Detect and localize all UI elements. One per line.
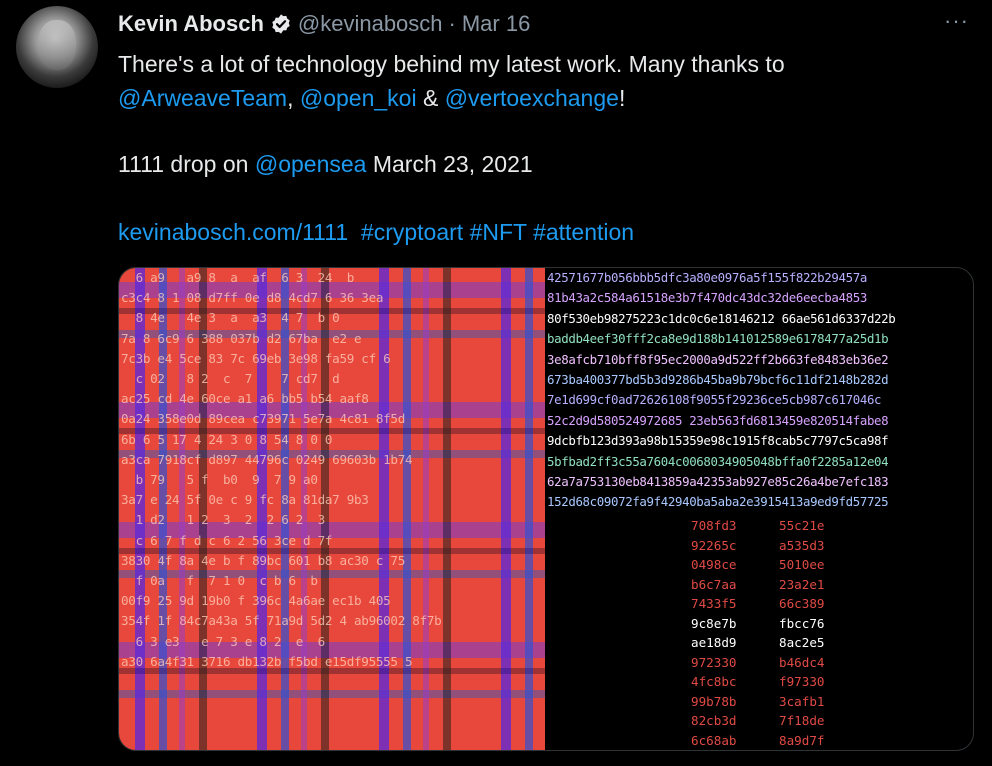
artwork-hex-row: a30 6a4f31 3716 db132b f5bd e15df95555 5 — [121, 653, 413, 669]
hex-row: 7e1d699cf0ad72626108f9055f29236ce5cb987c… — [547, 392, 882, 408]
hex-row: 80f530eb98275223c1dc0c6e18146212 66ae561… — [547, 310, 896, 326]
hex-cell: d82f10 — [691, 750, 737, 751]
hex-cell: 92265c — [691, 537, 737, 553]
hex-cell: 82cb3d — [691, 713, 737, 728]
hex-row: 152d68c09072fa9f42940ba5aba2e3915413a9ed… — [547, 494, 889, 510]
artwork-hex-row: 354f 1f 84c7a43a 5f 71a9d 5d2 4 ab96002 … — [121, 613, 442, 629]
tweet-text-line-3: 1111 drop on @opensea March 23, 2021 — [118, 148, 533, 180]
hashtag-cryptoart[interactable]: #cryptoart — [360, 219, 464, 245]
hex-cell: b6c7aa — [691, 576, 737, 592]
hex-cell: 99b78b — [691, 693, 737, 709]
avatar-face — [38, 20, 76, 70]
artwork-hex-row: 0a24 358e0d 89cea c73971 5e7a 4c81 8f5d — [121, 411, 406, 427]
artwork-hex-row: 3a7 e 24 5f 0e c 9 fc 8a 81da7 9b3 — [121, 492, 369, 508]
hex-cell: 7433f5 — [691, 596, 737, 611]
hex-cell: a535d3 — [779, 537, 825, 553]
hex-cell: 7f18de — [779, 713, 825, 728]
hex-cell: f97330 — [779, 674, 825, 689]
hex-cell: 23a2e1 — [779, 576, 825, 592]
hex-cell: ae18d9 — [691, 635, 737, 650]
hex-cell: 55c21e — [779, 518, 825, 533]
hex-cell: fbcc76 — [779, 615, 825, 631]
author-avatar[interactable] — [16, 6, 98, 88]
tweet-text-line-1: There's a lot of technology behind my la… — [118, 51, 785, 77]
comma-text: , — [287, 85, 294, 111]
mention-arweaveteam[interactable]: @ArweaveTeam — [118, 85, 288, 111]
separator-dot: · — [448, 11, 456, 36]
hex-column-left: 708fd3 92265c 0498ce b6c7aa 7433f5 9c8e7b ae18… — [691, 516, 737, 751]
artwork-hex-row: c 6 7 f d c 6 2 56 3ce d 7f — [121, 532, 333, 548]
hex-cell: b46dc4 — [779, 654, 825, 670]
hex-cell: 8a9d7f — [779, 732, 825, 748]
artwork-hex-row: 3830 4f 8a 4e b f 89bc 601 b8 ac30 c 75 — [121, 552, 406, 568]
author-handle[interactable]: @kevinabosch — [297, 11, 443, 36]
exclamation-text: ! — [618, 85, 626, 111]
hex-code-block: 42571677b056bbb5dfc3a80e0976a5f155f822b2… — [547, 268, 973, 512]
artwork-hex-row: a3ca 7918cf d897 44796c 0249 69603b 1b74 — [121, 451, 413, 467]
hex-row: 81b43a2c584a61518e3b7f470dc43dc32de6eecb… — [547, 290, 867, 306]
mention-opensea[interactable]: @opensea — [254, 151, 367, 177]
hex-cell: 9c8e7b — [691, 615, 737, 631]
artwork-hex-row: 6b 6 5 17 4 24 3 0 8 54 8 0 0 — [121, 431, 333, 447]
ampersand-text: & — [422, 85, 439, 111]
artwork-overlay — [119, 268, 545, 750]
more-options-icon[interactable]: ··· — [944, 8, 969, 33]
artwork-hex-row: c 02 8 2 c 7 7 cd7 d — [121, 371, 347, 387]
external-link[interactable]: kevinabosch.com/1111 — [118, 219, 349, 245]
hex-row: baddb4eef30fff2ca8e9d188b141012589e61784… — [547, 331, 889, 347]
hashtag-nft[interactable]: #NFT — [469, 219, 527, 245]
tweet-media-image[interactable]: 6 a9 a9 8 a af 6 3 24 b c3c4 8 1 08 d7ff … — [118, 267, 974, 751]
mention-vertoexchange[interactable]: @vertoexchange — [444, 85, 619, 111]
tweet-header: Kevin Abosch @kevinabosch · Mar 16 — [118, 10, 530, 38]
hex-cell: 708fd3 — [691, 518, 737, 533]
tweet-date[interactable]: Mar 16 — [461, 11, 531, 36]
hex-cell: 0498ce — [691, 557, 737, 572]
artwork-hex-row: f 0a f 7 1 0 c b 6 b — [121, 573, 325, 589]
hex-cell: 4fc8bc — [691, 674, 737, 689]
hex-cell: 3cafb1 — [779, 693, 825, 709]
hex-row: 673ba400377bd5b3d9286b45ba9b79bcf6c11df2… — [547, 372, 889, 388]
artwork-hex-row: c3c4 8 1 08 d7ff 0e d8 4cd7 6 36 3ea — [121, 290, 384, 306]
artwork-hex-row: 6 a9 a9 8 a af 6 3 24 b — [121, 270, 355, 285]
drop-date-text: March 23, 2021 — [372, 151, 533, 177]
hex-cell: 972330 — [691, 654, 737, 670]
hex-cell: 24d76e — [779, 750, 825, 751]
drop-prefix-text: 1111 drop on — [118, 151, 249, 177]
tweet-text-line-4: kevinabosch.com/1111 #cryptoart #NFT #at… — [118, 216, 634, 248]
hex-cell: 66c389 — [779, 596, 825, 611]
hex-column-right: 55c21e a535d3 5010ee 23a2e1 66c389 fbcc76 8ac2… — [779, 516, 825, 751]
hex-row: 5bfbad2ff3c55a7604c0068034905048bffa0f22… — [547, 453, 889, 469]
hex-row: 62a7a753130eb8413859a42353ab927e85c26a4b… — [547, 474, 889, 490]
verified-badge-icon — [272, 14, 290, 34]
artwork-hex-row: ac25 cd 4e 60ce a1 a6 bb5 b54 aaf8 — [121, 391, 369, 407]
artwork-hex-row: 7a 8 6c9 6 388 037b d2 67ba e2 e — [121, 330, 362, 346]
mention-open-koi[interactable]: @open_koi — [299, 85, 417, 111]
author-name[interactable]: Kevin Abosch — [118, 11, 264, 36]
hex-row: 42571677b056bbb5dfc3a80e0976a5f155f822b2… — [547, 270, 867, 285]
tweet-text-line-2: @ArweaveTeam, @open_koi & @vertoexchange… — [118, 82, 625, 114]
artwork-hex-row: b 79 5 f b0 9 7 9 a0 — [121, 472, 325, 488]
artwork-hex-row: 00f9 25 9d 19b0 f 396c 4a6ae ec1b 405 — [121, 593, 391, 609]
artwork-hex-row: 7c3b e4 5ce 83 7c 69eb 3e98 fa59 cf 6 — [121, 350, 391, 366]
artwork-hex-overlay: 6 a9 a9 8 a af 6 3 24 b c3c4 8 1 08 d7ff … — [121, 268, 545, 750]
artwork-hex-row: 6 3 e3 e 7 3 e 8 2 e 6 — [121, 633, 333, 649]
artwork-hex-row: 1 d2 1 2 3 2 2 6 2 3 — [121, 512, 333, 528]
hex-cell: 6c68ab — [691, 732, 737, 748]
hex-cell: 8ac2e5 — [779, 635, 825, 650]
hex-row: 52c2d9d580524972685 23eb563fd6813459e820… — [547, 412, 889, 428]
artwork-hex-row: 8 4e 4e 3 a a3 4 7 b 0 — [121, 310, 347, 326]
hex-cell: 5010ee — [779, 557, 825, 572]
hex-row: 3e8afcb710bff8f95ec2000a9d522ff2b663fe84… — [547, 351, 889, 367]
hashtag-attention[interactable]: #attention — [533, 219, 635, 245]
hex-row: 9dcbfb123d393a98b15359e98c1915f8cab5c779… — [547, 433, 889, 449]
